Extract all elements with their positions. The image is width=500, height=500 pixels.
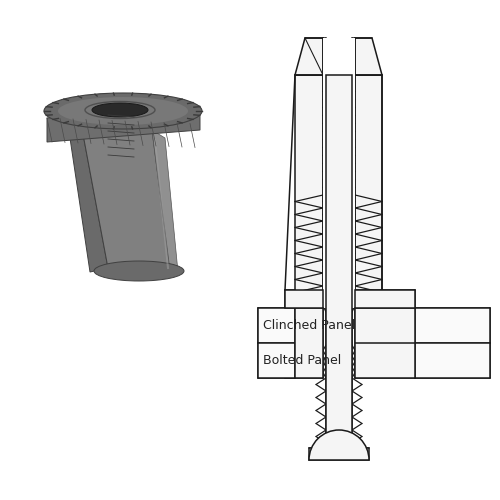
Wedge shape xyxy=(309,430,369,460)
Bar xyxy=(415,343,490,378)
Bar xyxy=(258,308,295,343)
Polygon shape xyxy=(47,106,200,142)
Bar xyxy=(415,308,490,343)
Polygon shape xyxy=(355,38,382,75)
Bar xyxy=(295,308,323,378)
Bar xyxy=(355,75,382,308)
Polygon shape xyxy=(80,118,170,270)
Polygon shape xyxy=(295,38,323,75)
Bar xyxy=(258,343,295,378)
Bar xyxy=(309,448,369,460)
Text: Bolted Panel: Bolted Panel xyxy=(263,354,341,367)
Bar xyxy=(285,290,323,308)
Polygon shape xyxy=(67,118,108,272)
Bar xyxy=(326,75,352,448)
Polygon shape xyxy=(152,130,178,272)
Bar xyxy=(355,308,415,378)
Bar xyxy=(295,75,323,308)
Text: Clinched Panel: Clinched Panel xyxy=(263,319,355,332)
Ellipse shape xyxy=(58,97,188,125)
Ellipse shape xyxy=(44,93,202,129)
Bar xyxy=(323,38,355,308)
Ellipse shape xyxy=(92,103,148,117)
Ellipse shape xyxy=(94,261,184,281)
Bar xyxy=(355,290,415,308)
